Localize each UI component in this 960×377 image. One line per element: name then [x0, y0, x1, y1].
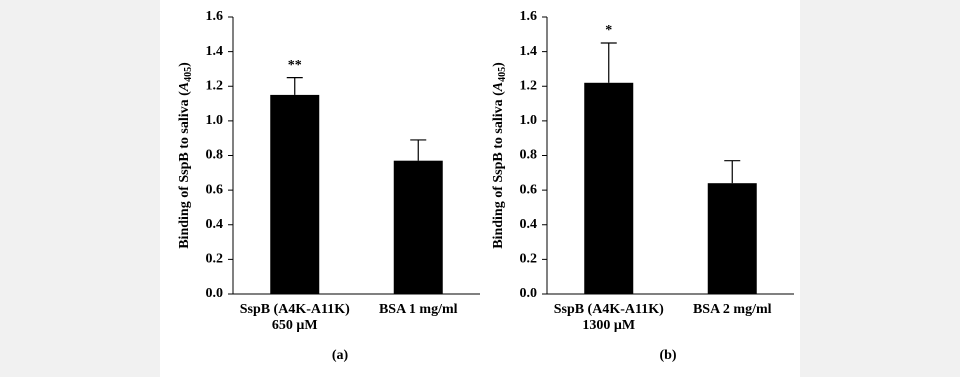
- y-axis-label-part: ): [491, 62, 506, 67]
- y-tick-label: 0.4: [206, 217, 224, 232]
- y-tick-label: 0.6: [520, 182, 538, 197]
- panel: [160, 0, 800, 377]
- y-tick-label: 1.4: [206, 44, 224, 59]
- y-axis-label-part: 405: [497, 67, 508, 82]
- x-tick-label: SspB (A4K-A11K): [554, 302, 664, 317]
- x-tick-label: 650 μM: [272, 318, 318, 333]
- x-tick-label: BSA 2 mg/ml: [693, 302, 772, 317]
- y-tick-label: 0.2: [520, 252, 538, 267]
- y-tick-label: 0.8: [206, 148, 224, 163]
- panel-label: (a): [332, 348, 349, 363]
- y-axis-label-part: A: [491, 82, 506, 92]
- y-tick-label: 1.2: [206, 78, 224, 93]
- y-tick-label: 1.4: [520, 44, 538, 59]
- y-axis-label: Binding of SspB to saliva (A405): [491, 62, 508, 249]
- bar: [393, 160, 443, 294]
- y-tick-label: 1.0: [520, 113, 538, 128]
- annotation: *: [605, 23, 612, 38]
- y-tick-label: 0.4: [520, 217, 538, 232]
- y-axis-label-part: A: [177, 82, 192, 92]
- panel-label: (b): [659, 348, 676, 363]
- x-tick-label: SspB (A4K-A11K): [240, 302, 350, 317]
- y-axis-label-part: ): [177, 62, 192, 67]
- bar: [270, 94, 320, 294]
- y-tick-label: 1.6: [520, 9, 538, 24]
- bar: [707, 183, 757, 294]
- x-tick-label: BSA 1 mg/ml: [379, 302, 458, 317]
- y-tick-label: 1.6: [206, 9, 224, 24]
- y-axis-label: Binding of SspB to saliva (A405): [177, 62, 194, 249]
- y-tick-label: 1.0: [206, 113, 224, 128]
- y-tick-label: 0.0: [520, 286, 538, 301]
- y-tick-label: 0.8: [520, 148, 538, 163]
- bar: [584, 82, 634, 294]
- y-tick-label: 0.2: [206, 252, 224, 267]
- y-axis-label-part: Binding of SspB to saliva (: [177, 91, 192, 249]
- y-axis-label-part: Binding of SspB to saliva (: [491, 91, 506, 249]
- annotation: **: [288, 58, 302, 73]
- x-tick-label: 1300 μM: [582, 318, 635, 333]
- y-axis-label-part: 405: [183, 67, 194, 82]
- y-tick-label: 0.0: [206, 286, 224, 301]
- y-tick-label: 0.6: [206, 182, 224, 197]
- y-tick-label: 1.2: [520, 78, 538, 93]
